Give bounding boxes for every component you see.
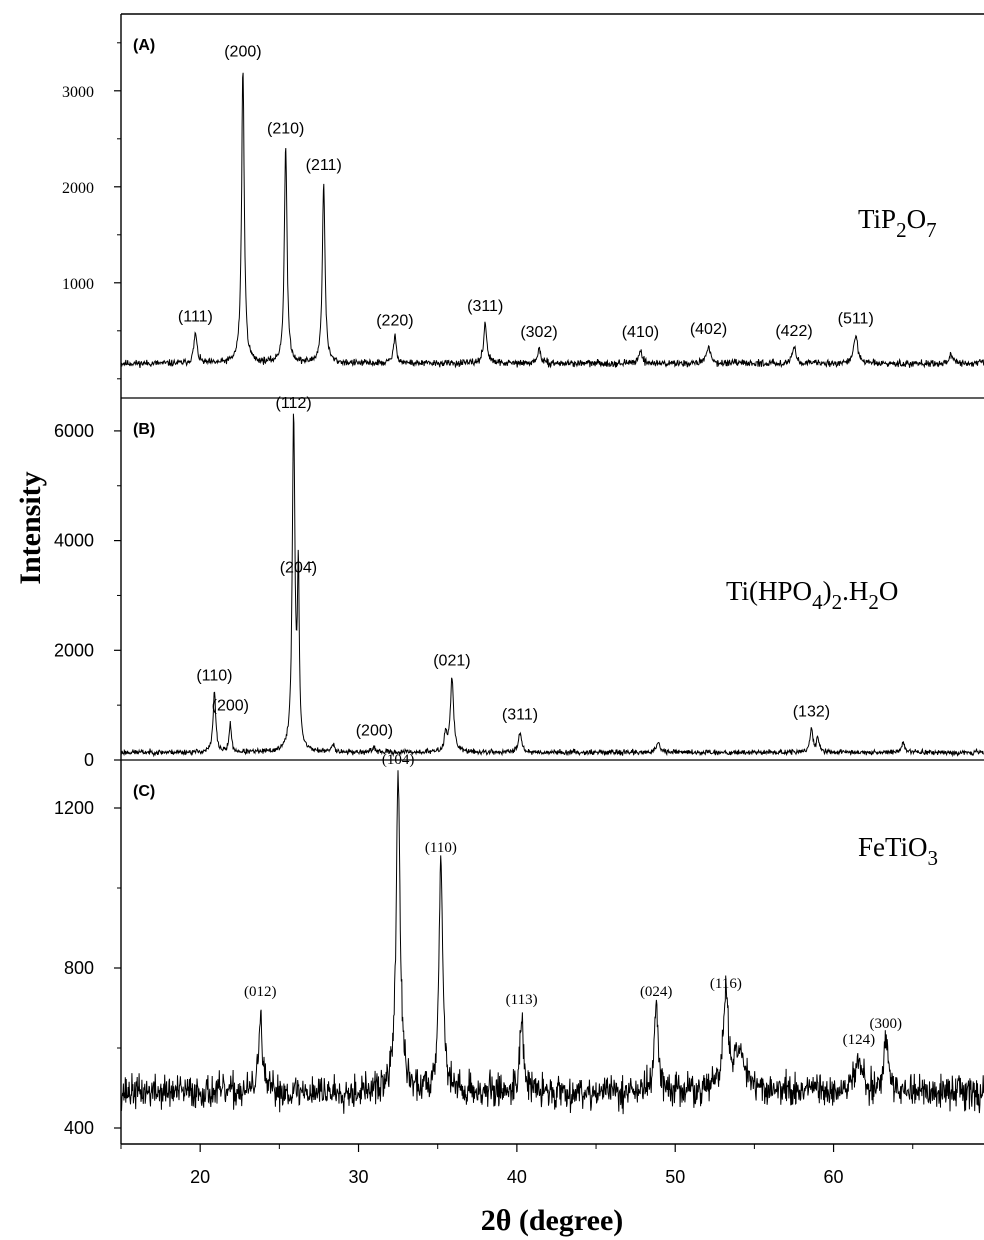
peak-label: (110) — [425, 840, 457, 856]
y-tick-label: 6000 — [54, 421, 94, 441]
compound-formula: Ti(HPO4)2.H2O — [726, 576, 898, 614]
peak-label: (204̄) — [280, 560, 317, 577]
panel-1: (110) (200) (112) (204̄) (200) (021) (311) (132… — [54, 395, 984, 770]
formula-subscript: 2 — [896, 218, 907, 242]
panels: (111) (200) (210) (211) (220) (311) (302) (410)… — [54, 37, 984, 1138]
peak-label: (211) — [306, 157, 342, 174]
peak-label: (422) — [775, 323, 812, 340]
formula-text: Ti(HPO — [726, 576, 812, 606]
peak-label: (200) — [224, 44, 261, 61]
formula-subscript: 2 — [868, 590, 879, 614]
panel-label: (B) — [133, 421, 155, 438]
formula-text: O — [907, 204, 927, 234]
plot-frame — [120, 13, 984, 1145]
panel-2: (012)(104)(110)(113) (024) (116)(124)(300)… — [54, 752, 984, 1138]
y-tick-label: 4000 — [54, 531, 94, 551]
peak-label: (210) — [267, 121, 304, 138]
formula-text: TiP — [858, 204, 896, 234]
formula-subscript: 7 — [926, 218, 937, 242]
compound-formula: FeTiO3 — [858, 832, 938, 870]
diffraction-pattern-line — [120, 72, 984, 369]
y-tick-label: 1000 — [62, 276, 94, 293]
x-tick-label: 50 — [665, 1167, 685, 1187]
panel-label: (C) — [133, 783, 155, 800]
y-tick-label: 800 — [64, 958, 94, 978]
formula-text: O — [879, 576, 899, 606]
x-axis: 20 30 40 50 60 — [120, 1144, 914, 1187]
peak-label: (021) — [433, 653, 470, 670]
formula-subscript: 2 — [832, 590, 843, 614]
diffraction-pattern-line — [120, 770, 984, 1115]
formula-subscript: 4 — [812, 590, 823, 614]
peak-label: (111) — [178, 309, 213, 326]
peak-label: (302) — [520, 324, 557, 341]
y-tick-label: 0 — [84, 750, 94, 770]
panel-label: (A) — [133, 37, 155, 54]
y-tick-label: 400 — [64, 1118, 94, 1138]
peak-label: (311) — [467, 298, 503, 315]
peak-label: (410) — [622, 324, 659, 341]
y-tick-label: 2000 — [54, 640, 94, 660]
peak-label: (110) — [196, 668, 232, 685]
y-tick-label: 1200 — [54, 798, 94, 818]
peak-label: (300) — [870, 1016, 903, 1032]
peak-label: (200) — [212, 698, 249, 715]
x-tick-label: 20 — [190, 1167, 210, 1187]
peak-label: (112) — [276, 395, 312, 412]
y-axis-title: Intensity — [14, 471, 47, 584]
peak-label: (132) — [793, 704, 830, 721]
peak-label: (024) — [640, 984, 673, 1000]
peak-label: (113) — [506, 992, 538, 1008]
formula-text: FeTiO — [858, 832, 928, 862]
y-tick-label: 3000 — [62, 84, 94, 101]
peak-label: (200) — [356, 722, 393, 739]
y-tick-label: 2000 — [62, 180, 94, 197]
compound-formula: TiP2O7 — [858, 204, 937, 242]
diffraction-pattern-line — [120, 413, 984, 758]
peak-label: (012) — [244, 984, 277, 1000]
peak-label: (402) — [690, 321, 727, 338]
peak-label: (116) — [710, 976, 742, 992]
x-axis-title: 2θ (degree) — [481, 1204, 624, 1237]
formula-text: ) — [823, 576, 832, 606]
x-tick-label: 60 — [824, 1167, 844, 1187]
peak-label: (311) — [502, 707, 538, 724]
peak-label: (511) — [838, 311, 874, 328]
formula-text: .H — [842, 576, 868, 606]
x-tick-label: 40 — [507, 1167, 527, 1187]
x-tick-label: 30 — [349, 1167, 369, 1187]
formula-subscript: 3 — [928, 846, 939, 870]
peak-label: (124) — [843, 1032, 876, 1048]
peak-label: (220) — [376, 313, 413, 330]
panel-0: (111) (200) (210) (211) (220) (311) (302) (410)… — [62, 37, 984, 380]
